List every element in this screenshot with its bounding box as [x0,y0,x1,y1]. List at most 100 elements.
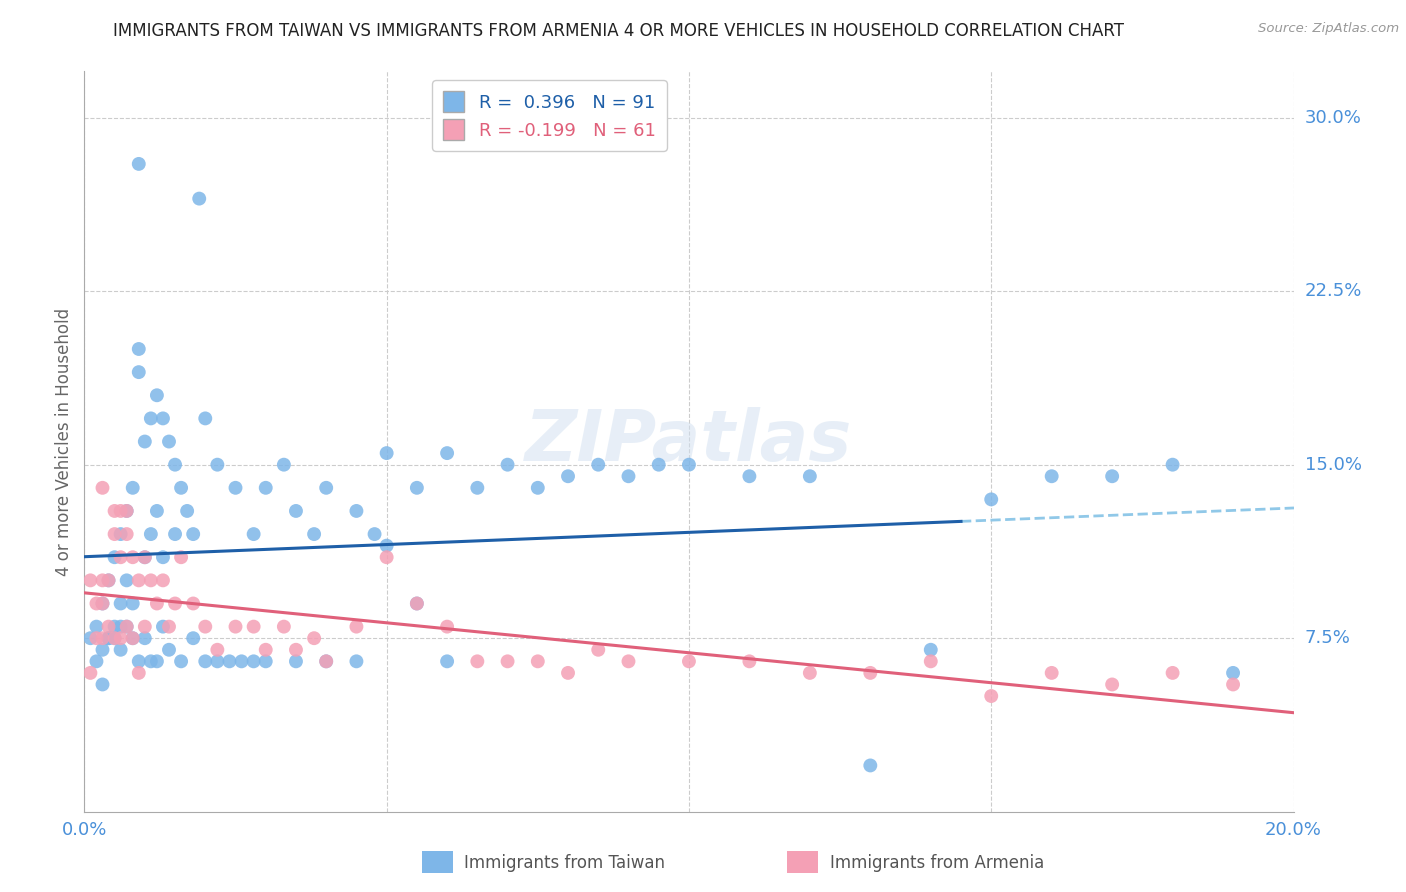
Point [254,654,277,668]
Point [152,411,174,425]
Point [152,619,174,633]
Point [799,665,821,680]
Point [91,631,114,645]
Point [588,458,610,472]
Point [139,574,162,588]
Point [467,654,489,668]
Point [91,481,114,495]
Point [134,550,156,565]
Point [302,631,325,645]
Text: 30.0%: 30.0% [1305,109,1361,127]
Point [436,619,458,633]
Point [86,631,108,645]
Point [375,550,398,565]
Point [920,642,942,657]
Point [91,677,114,691]
Point [157,619,180,633]
Point [170,550,193,565]
Point [678,654,700,668]
Point [1161,665,1184,680]
Point [146,597,169,611]
Point [104,631,127,645]
Text: Immigrants from Armenia: Immigrants from Armenia [830,854,1043,871]
Point [163,597,186,611]
Point [526,481,548,495]
Point [557,665,579,680]
Point [170,481,193,495]
Point [128,157,150,171]
Point [181,631,204,645]
Point [91,642,114,657]
Point [254,481,277,495]
Point [284,504,308,518]
Point [617,654,640,668]
Point [225,481,247,495]
Legend: R =  0.396   N = 91, R = -0.199   N = 61: R = 0.396 N = 91, R = -0.199 N = 61 [432,80,666,151]
Point [315,481,337,495]
Point [1101,677,1123,691]
Point [242,527,264,541]
Point [163,527,186,541]
Point [799,469,821,483]
Point [1222,665,1244,680]
Point [121,481,143,495]
Point [1222,677,1244,691]
Point [738,469,761,483]
Point [91,574,114,588]
Point [97,619,120,633]
Point [231,654,253,668]
Point [194,654,217,668]
Point [115,619,138,633]
Point [121,631,143,645]
Point [157,434,180,449]
Y-axis label: 4 or more Vehicles in Household: 4 or more Vehicles in Household [55,308,73,575]
Point [79,631,101,645]
Point [97,574,120,588]
Point [152,574,174,588]
Text: 7.5%: 7.5% [1305,629,1351,648]
Point [346,654,368,668]
Text: 15.0%: 15.0% [1305,456,1361,474]
Point [315,654,337,668]
Point [346,504,368,518]
Point [1040,469,1063,483]
Point [139,527,162,541]
Point [115,574,138,588]
Point [139,654,162,668]
Point [121,631,143,645]
Point [678,458,700,472]
Point [375,446,398,460]
Point [920,654,942,668]
Point [406,481,429,495]
Point [79,665,101,680]
Point [115,527,138,541]
Point [194,411,217,425]
Point [1161,458,1184,472]
Point [406,597,429,611]
Point [176,504,198,518]
Point [181,527,204,541]
Point [134,631,156,645]
Point [284,642,308,657]
Point [115,504,138,518]
Point [146,654,169,668]
Point [859,665,882,680]
Text: ZIPatlas: ZIPatlas [526,407,852,476]
Point [157,642,180,657]
Point [406,597,429,611]
Point [97,574,120,588]
Point [128,654,150,668]
Point [242,654,264,668]
Point [315,654,337,668]
Point [86,597,108,611]
Point [254,642,277,657]
Point [557,469,579,483]
Point [436,446,458,460]
Point [86,619,108,633]
Point [115,619,138,633]
Point [115,504,138,518]
Point [91,597,114,611]
Point [110,642,132,657]
Point [284,654,308,668]
Point [110,597,132,611]
